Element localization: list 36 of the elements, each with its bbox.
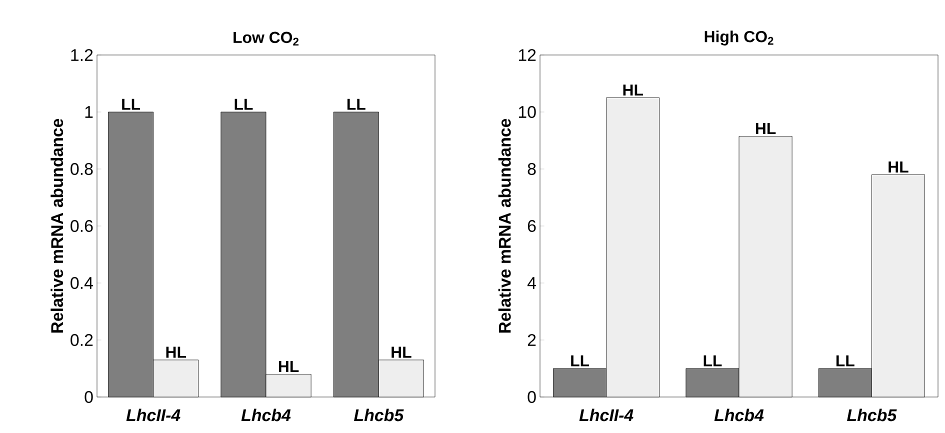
x-tick-label: LhcII-4 [579, 408, 634, 422]
text: HL [278, 361, 299, 372]
series-label: HL [166, 346, 186, 358]
text: HL [392, 346, 412, 358]
chart-title: Low CO$_{2}$ [234, 32, 299, 46]
y-tick-label: 6 [528, 220, 536, 232]
y-tick-label: 4 [527, 277, 536, 289]
x-tick-label: LhcII-4 [126, 408, 180, 422]
y-tick-label: 10 [518, 106, 536, 118]
y-tick-label: 0.2 [70, 334, 93, 346]
y-tick-label: 0 [528, 391, 536, 403]
y-tick-label: 2 [528, 334, 536, 346]
series-label: LL [571, 355, 590, 366]
x-tick-label: Lhcb4 [241, 408, 291, 422]
x-tick-label: Lhcb5 [354, 408, 404, 422]
y-tick-label: 12 [518, 49, 536, 61]
text: LL [836, 355, 854, 366]
y-tick-label: 1.2 [71, 49, 93, 61]
y-tick-label: 0.8 [70, 163, 93, 175]
x-tick-label: Lhcb5 [847, 408, 897, 422]
y-axis-title: Relative mRNA abundance [498, 118, 511, 333]
text: HL [756, 123, 776, 134]
x-tick-label: Lhcb4 [714, 408, 764, 422]
y-tick-label: 0.4 [70, 277, 93, 289]
text: LL [347, 98, 366, 110]
y-tick-label: 0.6 [70, 220, 93, 232]
text: LL [234, 98, 253, 110]
y-tick-label: 1 [85, 106, 93, 118]
y-tick-label: 0 [84, 391, 93, 403]
text: LL [704, 355, 722, 366]
y-tick-label: 8 [528, 163, 536, 175]
text: HL [623, 84, 644, 96]
series-label: HL [888, 162, 908, 172]
series-label: LL [122, 98, 140, 110]
y-axis-title: Relative mRNA abundance [50, 118, 64, 333]
chart-title: High CO$_{2}$ [704, 30, 774, 46]
